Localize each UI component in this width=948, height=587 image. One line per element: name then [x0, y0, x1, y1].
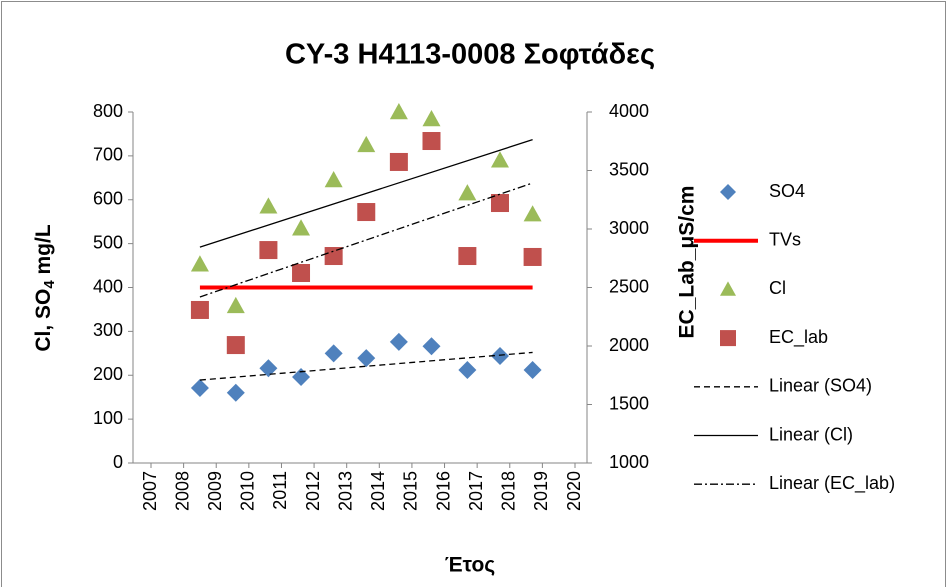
y-title-part: mg/L — [32, 224, 55, 280]
data-point — [259, 241, 278, 260]
x-tick-label: 2014 — [368, 471, 388, 511]
x-tick-label: 2007 — [140, 471, 160, 511]
legend-swatch — [720, 184, 736, 200]
data-point — [357, 203, 376, 222]
data-point — [190, 300, 209, 319]
x-tick-label: 2012 — [303, 471, 323, 511]
data-point — [324, 344, 343, 363]
y2-tick-label: 1500 — [609, 393, 649, 413]
data-point — [324, 247, 343, 266]
data-point — [490, 151, 509, 168]
series-line — [199, 351, 533, 381]
y2-tick-label: 3000 — [609, 218, 649, 238]
data-point — [226, 296, 245, 314]
y-tick-label: 700 — [93, 145, 123, 165]
data-point — [490, 346, 509, 365]
y-tick-label: 400 — [93, 276, 123, 296]
y-tick-label: 500 — [93, 232, 123, 252]
data-point — [422, 337, 441, 356]
data-point — [422, 110, 441, 127]
y-tick-label: 600 — [93, 189, 123, 209]
y2-tick-label: 4000 — [609, 101, 649, 121]
x-tick-label: 2010 — [238, 471, 258, 511]
y2-tick-label: 1000 — [609, 452, 649, 472]
y-axis-title: Cl, SO4 mg/L — [32, 224, 58, 352]
legend-text: Linear (SO4) — [769, 376, 872, 396]
x-tick-label: 2009 — [205, 471, 225, 511]
x-tick-label: 2015 — [401, 471, 421, 511]
data-point — [292, 368, 311, 387]
data-point — [226, 383, 245, 402]
data-point — [422, 132, 441, 151]
y2-tick-label: 2500 — [609, 276, 649, 296]
data-point — [357, 135, 376, 153]
data-point — [259, 359, 278, 378]
data-point — [523, 360, 542, 379]
x-tick-label: 2017 — [466, 471, 486, 511]
data-point — [226, 336, 245, 355]
y-tick-label: 100 — [93, 408, 123, 428]
data-point — [190, 378, 209, 397]
y2-axis-title: EC_Lab_μS/cm — [676, 186, 699, 339]
series-line — [199, 139, 533, 248]
x-axis-title: Έτος — [445, 554, 496, 577]
legend-swatch — [720, 281, 736, 296]
data-point — [458, 247, 477, 266]
x-tick-label: 2011 — [270, 471, 290, 510]
series-line — [199, 182, 533, 298]
data-point — [389, 103, 408, 120]
chart-title: CY-3 H4113-0008 Σοφτάδες — [285, 39, 655, 71]
legend-text: EC_lab — [769, 327, 828, 348]
legend-text: SO4 — [769, 181, 805, 201]
x-tick-label: 2018 — [499, 471, 519, 511]
legend-text: TVs — [769, 229, 801, 249]
data-point — [190, 255, 209, 272]
legend-text: Linear (EC_lab) — [769, 473, 895, 494]
x-tick-label: 2008 — [172, 471, 192, 511]
data-point — [389, 152, 408, 171]
legend-text: Linear (Cl) — [769, 424, 853, 444]
x-tick-label: 2013 — [335, 471, 355, 511]
legend-swatch — [720, 330, 736, 347]
data-point — [458, 184, 477, 201]
y-title-subscript: 4 — [41, 280, 58, 289]
y-tick-label: 300 — [93, 320, 123, 340]
y-tick-label: 0 — [113, 452, 123, 472]
data-point — [523, 205, 542, 222]
y-title-part: Cl, SO — [32, 289, 55, 352]
data-point — [458, 360, 477, 379]
data-point — [259, 197, 278, 214]
y2-tick-label: 2000 — [609, 335, 649, 355]
data-point — [389, 332, 408, 351]
data-point — [523, 247, 542, 266]
x-tick-label: 2016 — [433, 471, 453, 511]
data-point — [292, 263, 311, 282]
x-tick-label: 2020 — [564, 471, 584, 511]
x-tick-label: 2019 — [531, 471, 551, 511]
data-point — [357, 349, 376, 368]
legend-text: Cl — [769, 278, 786, 298]
y-tick-label: 200 — [93, 364, 123, 384]
data-point — [490, 194, 509, 213]
data-point — [292, 219, 311, 236]
y-tick-label: 800 — [93, 101, 123, 121]
data-point — [324, 171, 343, 188]
y2-tick-label: 3500 — [609, 159, 649, 179]
